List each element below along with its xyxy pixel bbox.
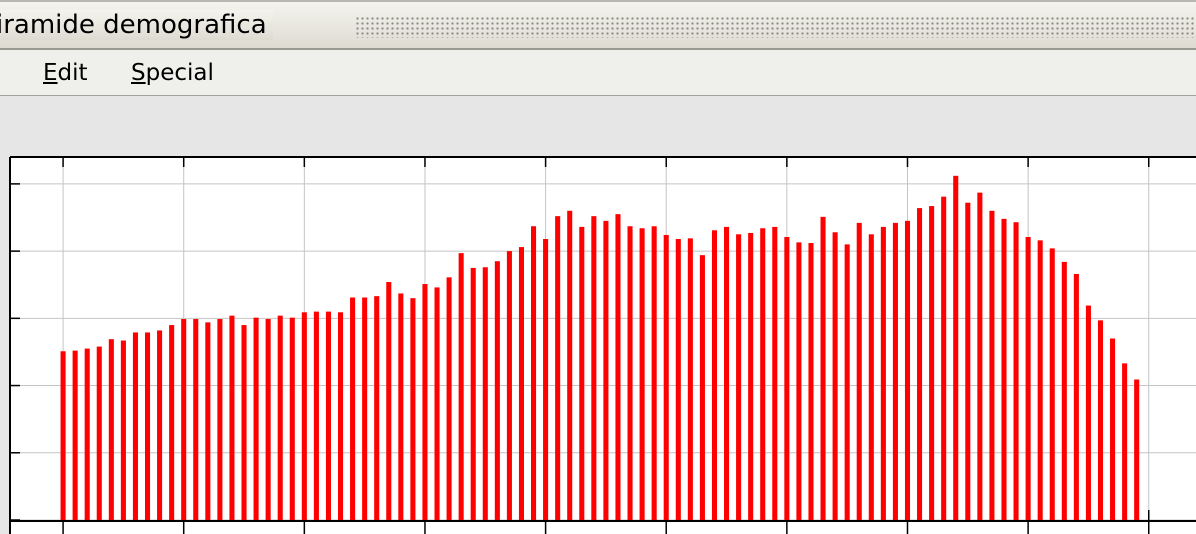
bar: [1049, 248, 1055, 520]
bar: [422, 284, 428, 520]
bar: [941, 196, 947, 520]
bar: [844, 244, 850, 520]
bar: [868, 234, 874, 521]
title-bar: iramide demografica: [0, 0, 1196, 50]
bar: [470, 267, 476, 520]
bar: [832, 232, 838, 521]
bar: [144, 332, 151, 520]
bar: [1025, 236, 1031, 520]
bar: [410, 298, 416, 520]
bar: [1085, 305, 1091, 520]
bar: [458, 253, 464, 520]
bar: [675, 239, 681, 520]
bar: [784, 236, 790, 520]
bar: [796, 242, 802, 520]
bar: [1037, 240, 1043, 520]
bar: [543, 239, 549, 520]
bar: [856, 222, 862, 520]
bar: [120, 340, 126, 520]
bar: [1134, 379, 1140, 520]
bar: [880, 226, 886, 520]
bar: [60, 351, 66, 520]
bar: [531, 226, 537, 520]
bar: [193, 319, 199, 520]
window-title: iramide demografica: [0, 10, 273, 40]
bar: [627, 226, 633, 520]
bar: [772, 226, 778, 520]
bar: [904, 220, 911, 520]
bar: [603, 220, 609, 520]
menu-item[interactable]: Special: [131, 60, 214, 86]
bar: [808, 243, 814, 521]
bar: [506, 251, 512, 520]
bar: [977, 192, 983, 520]
bar: [760, 228, 766, 520]
bar: [663, 234, 669, 520]
bar: [229, 315, 235, 520]
bar: [494, 261, 500, 520]
bar: [482, 267, 488, 520]
bar: [965, 202, 971, 520]
bar: [337, 312, 344, 520]
bar: [892, 222, 898, 520]
bar: [325, 311, 331, 520]
bar: [277, 315, 283, 520]
bar: [579, 226, 585, 520]
bar: [96, 346, 102, 520]
bar: [989, 210, 995, 520]
bar: [711, 230, 718, 520]
menu-bar: Edit Special: [0, 50, 1196, 96]
bar: [374, 296, 380, 520]
bar: [1097, 320, 1104, 520]
bar: [1013, 222, 1019, 520]
bar: [518, 247, 525, 521]
bar: [313, 311, 319, 520]
bar: [651, 226, 657, 520]
bar: [205, 322, 211, 520]
bar: [748, 232, 754, 520]
bar: [362, 297, 368, 520]
bar: [108, 339, 114, 520]
bar: [1122, 363, 1128, 520]
bar: [917, 208, 923, 521]
bar: [1110, 338, 1116, 520]
bar: [1061, 261, 1067, 520]
bar: [446, 277, 452, 520]
bar: [169, 325, 175, 520]
bar: [820, 216, 826, 521]
bar: [241, 325, 247, 520]
bar: [72, 350, 78, 520]
bar: [953, 175, 959, 521]
bar: [929, 206, 935, 521]
bar: [265, 319, 271, 520]
bar: [253, 317, 259, 520]
bar: [567, 210, 573, 520]
bar: [84, 348, 90, 520]
bar: [301, 312, 307, 520]
bar: [289, 317, 295, 520]
bar: [132, 332, 138, 520]
bar: [555, 216, 561, 520]
bar: [639, 228, 645, 520]
bar: [687, 238, 693, 521]
bar: [736, 234, 742, 521]
bar: [724, 226, 730, 520]
menu-item[interactable]: Edit: [43, 60, 88, 86]
bar: [386, 282, 392, 520]
bar: [398, 293, 404, 520]
bar: [699, 255, 705, 520]
bar: [181, 319, 187, 520]
bar: [1073, 273, 1079, 520]
bar: [350, 297, 356, 520]
title-grip: [355, 16, 1196, 38]
bar: [591, 216, 597, 520]
bar: [217, 319, 223, 520]
bar: [434, 287, 440, 520]
bar: [1001, 218, 1007, 520]
bar: [615, 214, 621, 520]
bar: [157, 330, 163, 520]
